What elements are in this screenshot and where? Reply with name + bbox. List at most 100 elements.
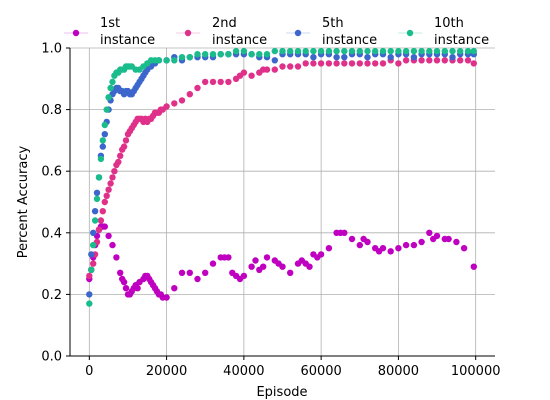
axes: 0 20000 40000 60000 80000 100000 0.0 0.2 0.4 0.6 0… xyxy=(41,42,500,380)
data-point xyxy=(107,180,114,187)
data-point xyxy=(109,174,116,181)
data-point xyxy=(364,54,371,61)
data-point xyxy=(97,155,105,163)
data-point xyxy=(99,143,107,150)
data-point xyxy=(120,143,128,150)
data-point xyxy=(325,245,333,252)
data-point xyxy=(449,54,456,61)
x-tick-label: 0 xyxy=(85,364,93,379)
data-point xyxy=(464,57,472,64)
data-point xyxy=(86,300,93,307)
data-point xyxy=(317,47,325,55)
data-point xyxy=(248,263,255,270)
data-point xyxy=(445,235,452,243)
data-point xyxy=(433,47,441,55)
data-point xyxy=(171,57,178,64)
data-point xyxy=(88,266,95,273)
data-point xyxy=(341,229,348,236)
data-point xyxy=(240,272,248,280)
data-point xyxy=(395,245,402,252)
data-point xyxy=(464,47,472,55)
data-point xyxy=(341,47,348,55)
data-point xyxy=(117,152,124,159)
data-point xyxy=(248,72,255,79)
legend-item: 1st instance xyxy=(64,16,155,48)
data-point xyxy=(105,186,112,193)
data-point xyxy=(271,47,278,55)
data-point xyxy=(341,60,348,67)
data-point xyxy=(163,57,170,64)
y-tick-label: 0.8 xyxy=(41,103,62,118)
data-point xyxy=(178,269,186,276)
data-point xyxy=(101,223,109,230)
data-point xyxy=(310,47,317,55)
data-point xyxy=(186,91,193,98)
data-point xyxy=(287,269,294,276)
x-tick-label: 100000 xyxy=(451,364,501,379)
data-point xyxy=(178,97,186,104)
data-point xyxy=(91,208,99,215)
data-point xyxy=(333,54,340,61)
y-tick-label: 0.6 xyxy=(41,165,62,180)
data-point xyxy=(115,158,122,166)
x-tick-label: 40000 xyxy=(223,364,264,379)
data-point xyxy=(441,57,448,64)
data-point xyxy=(356,60,363,67)
data-point xyxy=(279,47,286,55)
data-point xyxy=(379,245,387,252)
data-point xyxy=(86,272,93,280)
data-point xyxy=(202,78,209,86)
data-point xyxy=(348,47,356,55)
data-point xyxy=(90,260,97,267)
data-point xyxy=(387,54,394,61)
data-point xyxy=(122,285,130,292)
data-point xyxy=(225,51,232,58)
data-point xyxy=(418,238,425,246)
data-point xyxy=(348,235,356,243)
data-point xyxy=(410,54,418,61)
data-point xyxy=(88,251,95,258)
data-point xyxy=(287,47,294,55)
data-point xyxy=(433,232,441,240)
data-point xyxy=(209,260,217,267)
y-tick-label: 1.0 xyxy=(41,42,62,57)
data-point xyxy=(97,217,105,224)
data-point xyxy=(194,51,201,58)
legend-label: 10th instance xyxy=(434,16,489,48)
data-point xyxy=(372,60,379,67)
data-point xyxy=(109,78,116,86)
data-point xyxy=(95,226,103,233)
data-point xyxy=(302,60,309,67)
data-point xyxy=(171,285,178,292)
data-point xyxy=(402,241,410,249)
data-point xyxy=(379,47,387,55)
y-tick-label: 0.4 xyxy=(41,226,62,241)
legend-item: 2nd instance xyxy=(176,16,267,48)
legend-marker xyxy=(294,29,302,37)
data-point xyxy=(93,189,101,196)
data-point xyxy=(325,60,333,67)
legend-label: 5th instance xyxy=(322,16,377,48)
data-point xyxy=(402,47,410,55)
legend-item: 10th instance xyxy=(398,16,489,48)
data-point xyxy=(379,60,387,67)
data-point xyxy=(252,257,259,264)
data-point xyxy=(109,241,116,249)
data-point xyxy=(225,78,232,86)
data-point xyxy=(217,78,224,86)
x-tick-label: 20000 xyxy=(146,364,187,379)
data-point xyxy=(356,241,363,249)
y-tick-label: 0.0 xyxy=(41,350,62,365)
data-point xyxy=(163,103,170,110)
legend-marker xyxy=(406,29,414,37)
data-point xyxy=(410,47,418,55)
data-point xyxy=(232,47,240,55)
data-point xyxy=(103,192,110,199)
data-point xyxy=(93,195,101,203)
legend-item: 5th instance xyxy=(286,16,377,48)
data-point xyxy=(410,241,418,249)
data-point xyxy=(460,245,468,252)
data-point xyxy=(117,269,124,276)
data-point xyxy=(248,51,255,58)
